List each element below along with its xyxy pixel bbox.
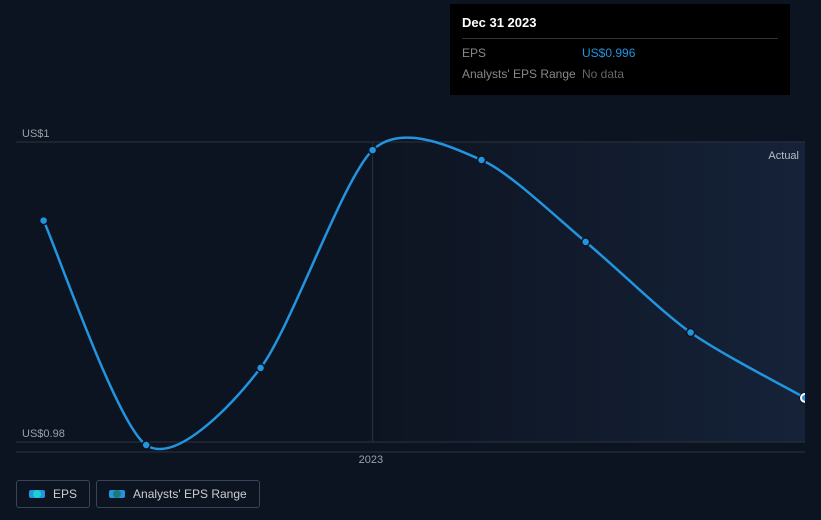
- tooltip-row-label: Analysts' EPS Range: [462, 66, 582, 83]
- tooltip-row-value: No data: [582, 66, 624, 83]
- actual-region-label: Actual: [768, 150, 799, 162]
- y-axis-top-label: US$1: [22, 128, 50, 140]
- tooltip-row-value: US$0.996: [582, 45, 635, 62]
- legend-item-label: Analysts' EPS Range: [133, 487, 247, 501]
- tooltip-row: EPSUS$0.996: [462, 43, 778, 64]
- chart-tooltip: Dec 31 2023 EPSUS$0.996Analysts' EPS Ran…: [450, 4, 790, 95]
- legend-item[interactable]: Analysts' EPS Range: [96, 480, 260, 508]
- legend-swatch-icon: [109, 490, 125, 498]
- y-axis-bottom-label: US$0.98: [22, 428, 65, 440]
- legend-item-label: EPS: [53, 487, 77, 501]
- tooltip-date: Dec 31 2023: [462, 14, 778, 39]
- x-axis-tick-label: 2023: [359, 454, 383, 466]
- legend-item[interactable]: EPS: [16, 480, 90, 508]
- tooltip-row: Analysts' EPS RangeNo data: [462, 64, 778, 85]
- legend-swatch-icon: [29, 490, 45, 498]
- chart-legend: EPS Analysts' EPS Range: [16, 480, 260, 508]
- tooltip-row-label: EPS: [462, 45, 582, 62]
